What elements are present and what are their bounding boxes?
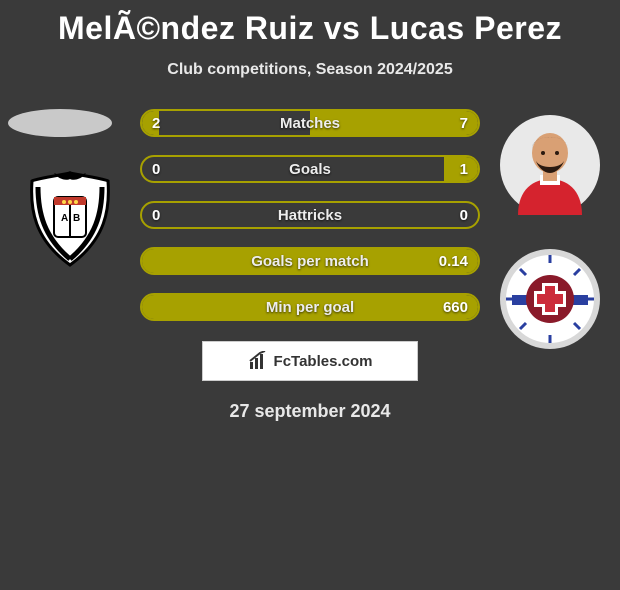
credit-box[interactable]: FcTables.com — [202, 341, 418, 381]
stat-bar-hattricks: 00Hattricks — [140, 201, 480, 229]
page-title: MelÃ©ndez Ruiz vs Lucas Perez — [0, 10, 620, 47]
crest-icon: LA CORUÑA — [500, 249, 600, 349]
chart-icon — [248, 351, 268, 371]
avatar-icon — [500, 115, 600, 215]
svg-text:A: A — [61, 213, 68, 224]
stat-label: Matches — [142, 111, 478, 135]
stat-bar-min-per-goal: 660Min per goal — [140, 293, 480, 321]
shield-icon: A B — [20, 169, 120, 269]
stat-bar-goals-per-match: 0.14Goals per match — [140, 247, 480, 275]
right-club-badge: LA CORUÑA — [500, 249, 600, 349]
stat-bar-matches: 27Matches — [140, 109, 480, 137]
page-subtitle: Club competitions, Season 2024/2025 — [0, 61, 620, 79]
date-text: 27 september 2024 — [0, 401, 620, 422]
left-club-badge: A B — [20, 169, 120, 269]
stat-bar-goals: 01Goals — [140, 155, 480, 183]
svg-text:B: B — [73, 213, 80, 224]
stat-bars: 27Matches 01Goals 00Hattricks 0.14Goals per… — [140, 109, 480, 339]
stat-label: Hattricks — [142, 203, 478, 227]
stat-label: Goals per match — [142, 249, 478, 273]
credit-text: FcTables.com — [274, 353, 373, 370]
stat-label: Min per goal — [142, 295, 478, 319]
right-player-avatar — [500, 115, 600, 215]
stat-label: Goals — [142, 157, 478, 181]
left-player-avatar-placeholder — [8, 109, 112, 137]
